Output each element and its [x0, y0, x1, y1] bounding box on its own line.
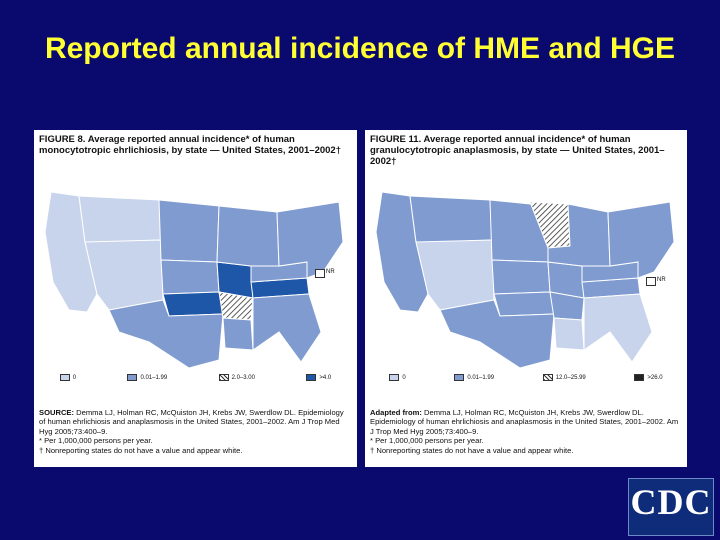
state-plains-mid: [160, 259, 220, 295]
legend-item: 0: [59, 374, 76, 381]
slide-title: Reported annual incidence of HME and HGE: [44, 32, 676, 65]
state-oklahoma: [162, 291, 224, 317]
state-southeast: [252, 293, 322, 363]
figure-source: SOURCE: Demma LJ, Holman RC, McQuiston J…: [39, 408, 344, 455]
figure-title: FIGURE 8. Average reported annual incide…: [39, 134, 341, 156]
figure-hme: FIGURE 8. Average reported annual incide…: [34, 130, 357, 467]
state-mountain-south: [415, 239, 495, 311]
state-midwest: [216, 205, 280, 267]
legend-item: >4.0: [306, 374, 331, 381]
state-mountain-north: [409, 195, 493, 243]
state-oklahoma: [493, 291, 555, 317]
figure-hge: FIGURE 11. Average reported annual incid…: [365, 130, 687, 467]
legend-item: 2.0–3.00: [218, 374, 255, 381]
state-plains-mid: [491, 259, 551, 295]
map-legend: 0 0.01–1.99 2.0–3.00 >4.0: [34, 374, 357, 381]
legend-item: 0.01–1.99: [127, 374, 167, 381]
state-mountain-north: [78, 195, 162, 243]
state-northeast: [607, 201, 675, 279]
legend-item: 0: [389, 374, 406, 381]
nr-label: NR: [326, 269, 335, 275]
state-texas: [439, 299, 555, 369]
us-map-hme: [44, 191, 344, 369]
figure-source: Adapted from: Demma LJ, Holman RC, McQui…: [370, 408, 679, 455]
state-louisiana: [553, 317, 585, 351]
state-mountain-south: [84, 239, 164, 311]
state-texas: [108, 299, 224, 369]
state-southeast: [583, 293, 653, 363]
cdc-logo: CDC: [628, 478, 714, 536]
legend-item: >26.0: [634, 374, 663, 381]
state-plains-north: [158, 199, 220, 263]
cdc-logo-text: CDC: [630, 482, 712, 522]
nr-label: NR: [657, 277, 666, 283]
map-legend: 0 0.01–1.99 12.0–25.99 >26.0: [365, 374, 687, 381]
us-map-hge: [375, 191, 675, 369]
figure-title: FIGURE 11. Average reported annual incid…: [370, 134, 665, 167]
legend-item: 12.0–25.99: [542, 374, 586, 381]
state-louisiana: [222, 317, 254, 351]
legend-item: 0.01–1.99: [454, 374, 494, 381]
